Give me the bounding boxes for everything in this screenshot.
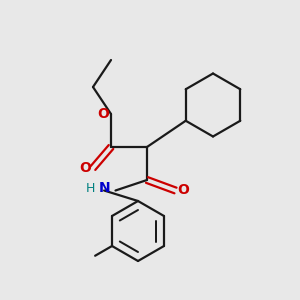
Text: O: O xyxy=(178,184,190,197)
Text: O: O xyxy=(79,161,91,175)
Text: H: H xyxy=(85,182,95,195)
Text: N: N xyxy=(98,181,110,195)
Text: O: O xyxy=(97,107,109,121)
